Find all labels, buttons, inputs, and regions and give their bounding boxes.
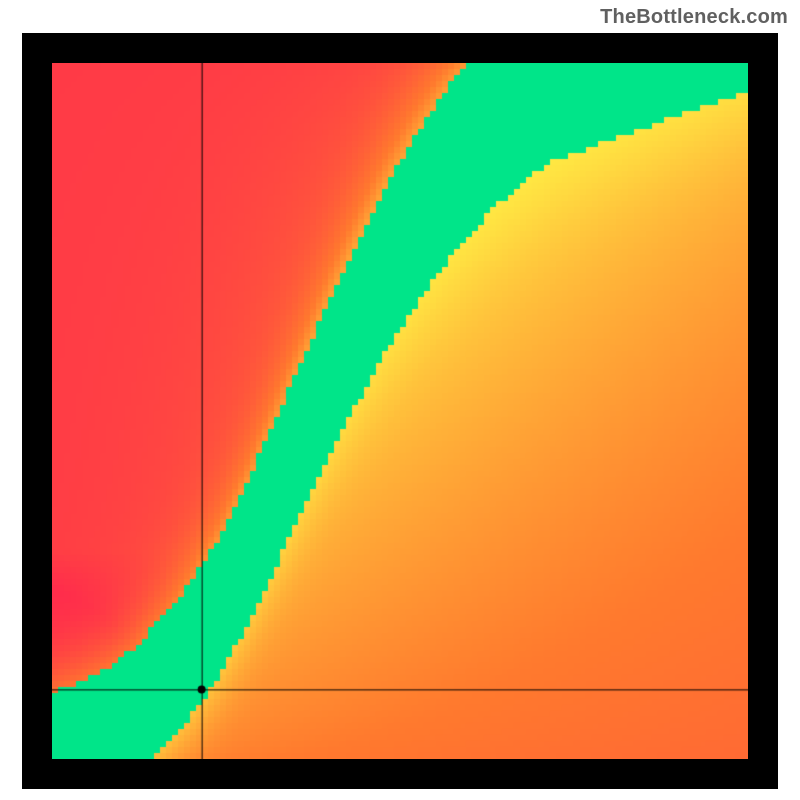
bottleneck-heatmap [52, 63, 748, 759]
chart-container: TheBottleneck.com [0, 0, 800, 800]
attribution-text: TheBottleneck.com [600, 6, 788, 29]
chart-frame [22, 33, 778, 789]
